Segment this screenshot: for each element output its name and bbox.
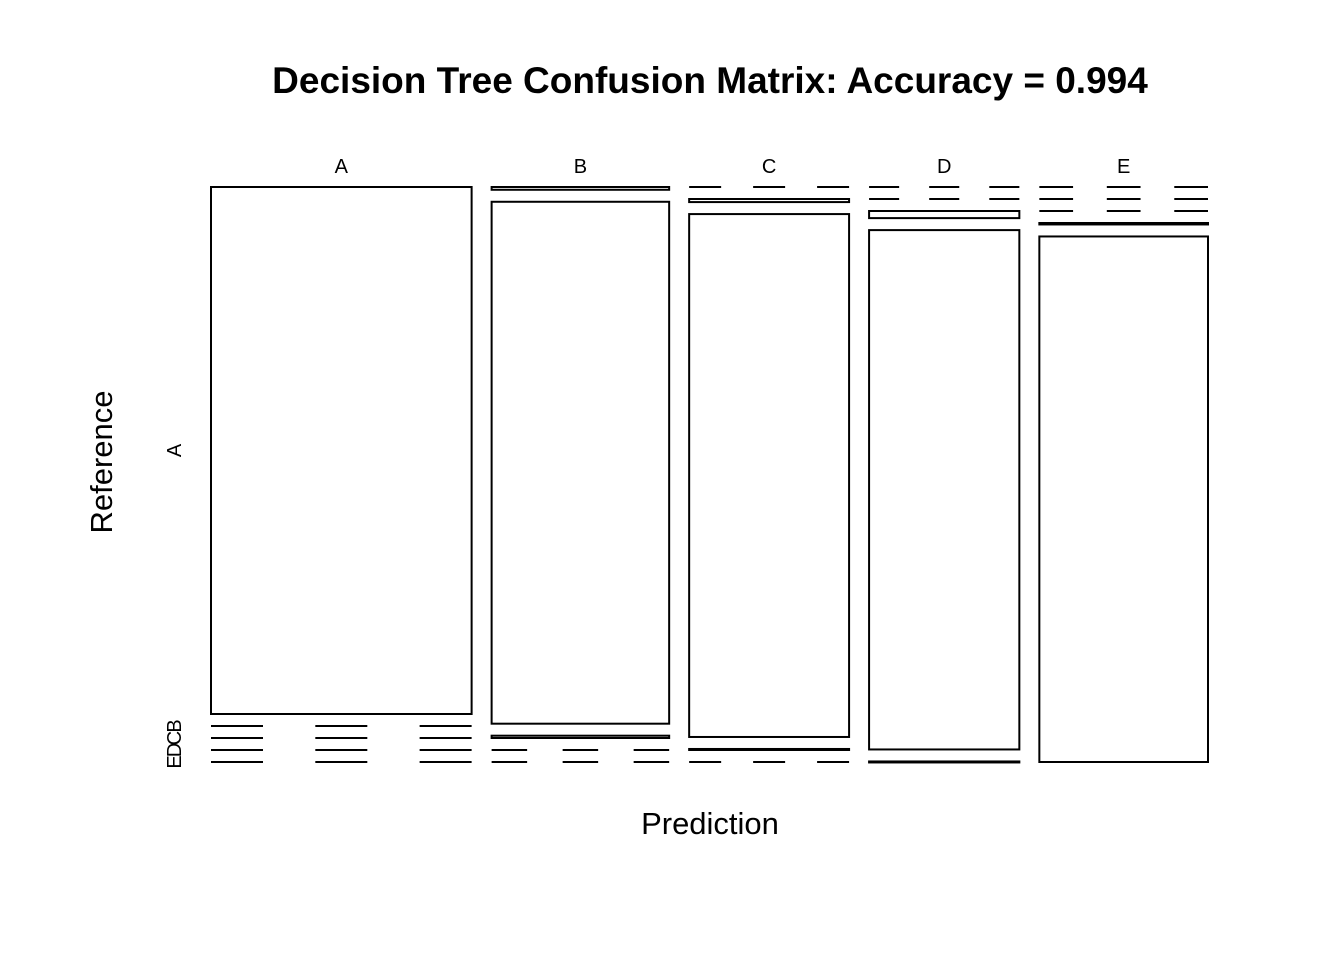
y-tick-label: E: [164, 755, 186, 768]
y-tick-label: C: [164, 731, 186, 745]
y-tick-label: D: [164, 743, 186, 757]
cell-pred-C-ref-C: [688, 213, 851, 738]
x-axis-label: Prediction: [641, 806, 779, 841]
y-axis-label: Reference: [84, 390, 119, 533]
chart-title: Decision Tree Confusion Matrix: Accuracy…: [272, 60, 1148, 101]
x-tick-label: E: [1117, 156, 1130, 178]
x-tick-labels: A B C D E: [335, 156, 1131, 178]
cell-pred-C-ref-B: [688, 198, 851, 204]
cell-pred-E-ref-D: [1038, 222, 1210, 226]
x-tick-label: D: [937, 156, 951, 178]
cell-pred-D-ref-C: [868, 210, 1021, 220]
cell-pred-B-ref-B: [490, 200, 671, 725]
cell-pred-C-ref-D: [688, 747, 851, 752]
x-tick-label: A: [335, 156, 349, 178]
y-tick-label: B: [164, 719, 186, 732]
cell-pred-A-ref-A: [210, 186, 473, 715]
cell-pred-D-ref-E: [868, 760, 1021, 764]
mosaic-cells: [210, 186, 1210, 764]
cell-pred-B-ref-A: [490, 186, 671, 191]
cell-pred-D-ref-D: [868, 229, 1021, 751]
cell-pred-B-ref-C: [490, 734, 671, 740]
x-tick-label: C: [762, 156, 776, 178]
y-tick-label: A: [164, 443, 186, 457]
cell-pred-E-ref-E: [1038, 235, 1210, 763]
x-tick-label: B: [574, 156, 587, 178]
